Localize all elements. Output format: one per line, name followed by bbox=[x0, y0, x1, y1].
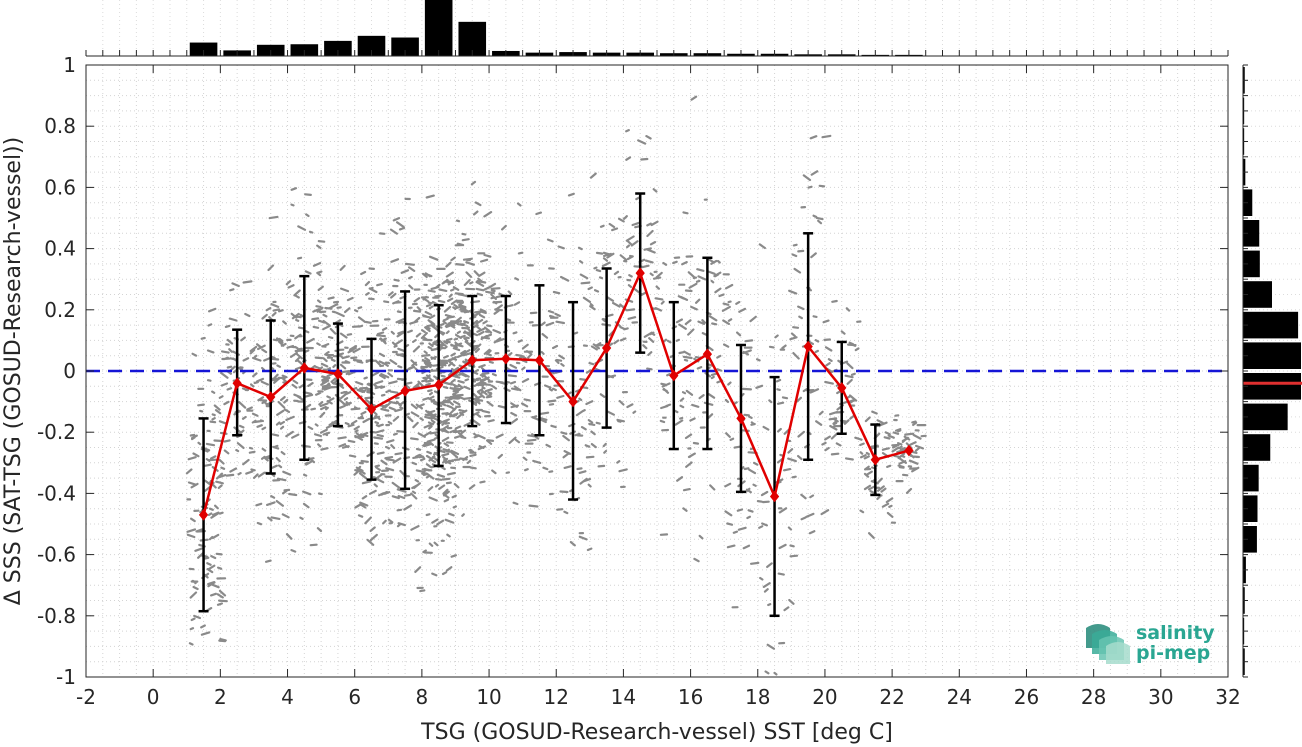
mean-marker bbox=[736, 412, 746, 425]
main-plot: -2 0 2 4 6 8 10 12 14 16 18 20 22 24 26 28 30 32 -1-0.8-0… bbox=[37, 53, 1241, 709]
x-tick-label: 22 bbox=[879, 685, 904, 709]
y-tick-label: 0.8 bbox=[44, 114, 76, 138]
mean-marker bbox=[769, 490, 780, 503]
scatter-cloud bbox=[185, 95, 927, 676]
x-tick-label: 24 bbox=[947, 685, 972, 709]
mean-marker bbox=[601, 342, 612, 354]
top-histogram-bar bbox=[324, 40, 352, 56]
y-tick-labels: -1 -0.8 -0.6 -0.4 -0.2 0 0.2 0.4 0.6 0.8 1 bbox=[37, 53, 76, 689]
wave-logo-icon bbox=[1086, 624, 1130, 664]
right-histogram-bar bbox=[1243, 495, 1258, 522]
mean-series bbox=[198, 267, 914, 521]
mean-marker bbox=[400, 385, 410, 397]
mean-marker bbox=[669, 369, 679, 382]
mean-marker bbox=[534, 354, 545, 367]
y-tick-label: -1 bbox=[56, 665, 76, 689]
y-tick-label: 0.6 bbox=[44, 175, 76, 199]
right-histogram-bar bbox=[1243, 342, 1301, 369]
x-tick-label: 12 bbox=[544, 685, 569, 709]
top-histogram bbox=[85, 0, 1229, 57]
right-histogram-bar bbox=[1243, 373, 1301, 400]
mean-marker bbox=[803, 340, 813, 353]
mean-marker bbox=[635, 267, 645, 279]
top-histogram-grid bbox=[102, 0, 1212, 56]
x-tick-label: 0 bbox=[147, 685, 160, 709]
x-tick-label: 30 bbox=[1148, 685, 1173, 709]
x-tick-labels: -2 0 2 4 6 8 10 12 14 16 18 20 22 24 26 28 30 32 bbox=[76, 685, 1241, 709]
y-tick-label: 0.4 bbox=[44, 237, 76, 261]
mean-marker bbox=[232, 377, 242, 390]
y-tick-label: -0.4 bbox=[37, 481, 76, 505]
mean-marker bbox=[333, 368, 343, 380]
x-tick-label: 32 bbox=[1215, 685, 1240, 709]
right-histogram-ticks bbox=[1242, 64, 1248, 678]
mean-marker bbox=[702, 348, 713, 360]
right-histogram-bar bbox=[1243, 526, 1257, 553]
mean-marker bbox=[366, 403, 377, 416]
x-tick-label: 8 bbox=[416, 685, 429, 709]
mean-marker bbox=[568, 395, 578, 408]
x-tick-label: 10 bbox=[476, 685, 501, 709]
right-histogram-box bbox=[1243, 65, 1302, 677]
mean-marker bbox=[837, 382, 847, 394]
right-histogram bbox=[1242, 64, 1302, 678]
right-histogram-bar bbox=[1243, 464, 1259, 492]
x-axis-title: TSG (GOSUD-Research-vessel) SST [deg C] bbox=[420, 720, 893, 745]
right-histogram-bar bbox=[1243, 403, 1288, 431]
top-histogram-bar bbox=[424, 0, 453, 56]
top-histogram-bar bbox=[189, 42, 218, 56]
right-histogram-bar bbox=[1243, 311, 1299, 339]
top-histogram-bar bbox=[357, 35, 386, 56]
y-tick-label: -0.8 bbox=[37, 604, 76, 628]
x-tick-label: 2 bbox=[214, 685, 227, 709]
mean-marker bbox=[266, 391, 276, 403]
logo-line1: salinity bbox=[1136, 622, 1215, 644]
mean-marker bbox=[870, 453, 880, 466]
y-tick-label: 0.2 bbox=[44, 298, 76, 322]
x-tick-label: 4 bbox=[281, 685, 294, 709]
salinity-pi-mep-logo: salinity pi-mep bbox=[1086, 622, 1215, 664]
y-tick-label: 1 bbox=[63, 53, 76, 77]
mean-line bbox=[202, 271, 910, 516]
mean-marker bbox=[299, 362, 309, 374]
right-histogram-bar bbox=[1243, 250, 1260, 278]
x-tick-label: -2 bbox=[76, 685, 96, 709]
y-tick-label: -0.2 bbox=[37, 420, 76, 444]
x-tick-label: 20 bbox=[812, 685, 837, 709]
x-tick-label: 6 bbox=[348, 685, 361, 709]
x-tick-label: 14 bbox=[611, 685, 636, 709]
y-tick-label: 0 bbox=[63, 359, 76, 383]
right-histogram-bar bbox=[1243, 220, 1260, 247]
mean-marker bbox=[904, 444, 914, 457]
logo-line2: pi-mep bbox=[1136, 642, 1210, 664]
axis-ticks bbox=[85, 64, 1229, 678]
top-histogram-ticks bbox=[85, 50, 1229, 57]
scatter-streaks bbox=[185, 95, 927, 676]
y-tick-label: -0.6 bbox=[37, 543, 76, 567]
mean-marker bbox=[434, 378, 444, 391]
x-tick-label: 16 bbox=[678, 685, 703, 709]
x-tick-label: 26 bbox=[1014, 685, 1039, 709]
y-axis-title: Δ SSS (SAT-TSG (GOSUD-Research-vessel)) bbox=[1, 137, 26, 605]
x-tick-label: 18 bbox=[745, 685, 770, 709]
x-tick-label: 28 bbox=[1081, 685, 1106, 709]
top-histogram-bar bbox=[391, 37, 419, 56]
mean-marker bbox=[501, 352, 511, 365]
mean-marker bbox=[467, 354, 477, 367]
mean-marker bbox=[198, 509, 209, 521]
